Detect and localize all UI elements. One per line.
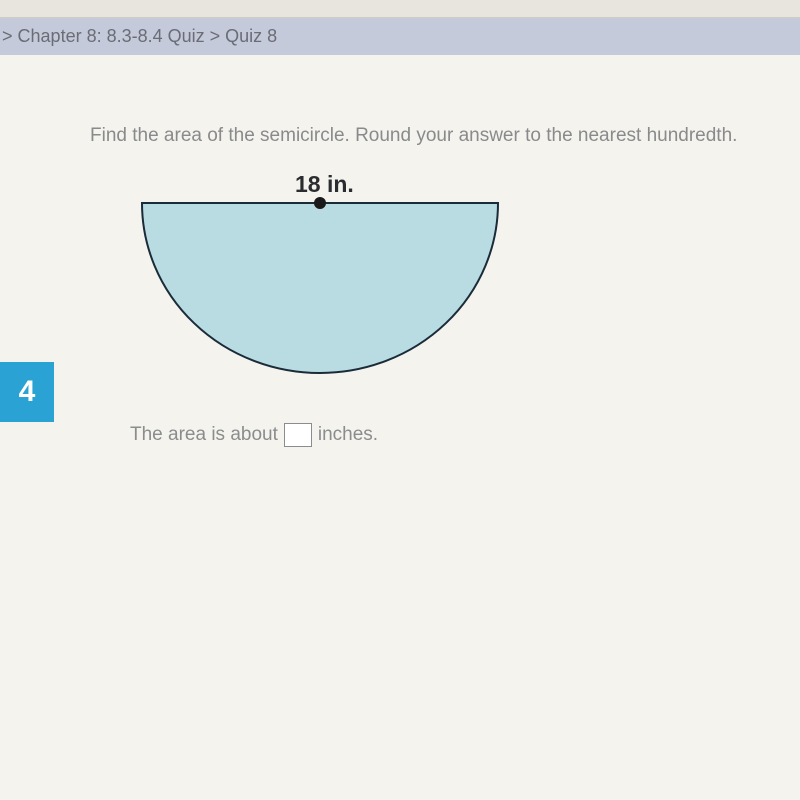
breadcrumb[interactable]: > Chapter 8: 8.3-8.4 Quiz > Quiz 8 bbox=[0, 18, 800, 55]
breadcrumb-prefix: > bbox=[2, 26, 13, 46]
center-point bbox=[314, 197, 326, 209]
semicircle-shape bbox=[142, 203, 498, 373]
answer-line: The area is about inches. bbox=[130, 423, 800, 447]
semicircle-svg bbox=[130, 175, 510, 385]
breadcrumb-text: Chapter 8: 8.3-8.4 Quiz > Quiz 8 bbox=[18, 26, 278, 46]
answer-prefix: The area is about bbox=[130, 424, 278, 446]
answer-input[interactable] bbox=[284, 423, 312, 447]
content-area: Find the area of the semicircle. Round y… bbox=[0, 55, 800, 447]
semicircle-diagram: 18 in. bbox=[130, 175, 800, 385]
diameter-label: 18 in. bbox=[295, 171, 354, 198]
answer-suffix: inches. bbox=[318, 424, 378, 446]
window-top-bar bbox=[0, 0, 800, 18]
question-prompt: Find the area of the semicircle. Round y… bbox=[90, 125, 800, 147]
